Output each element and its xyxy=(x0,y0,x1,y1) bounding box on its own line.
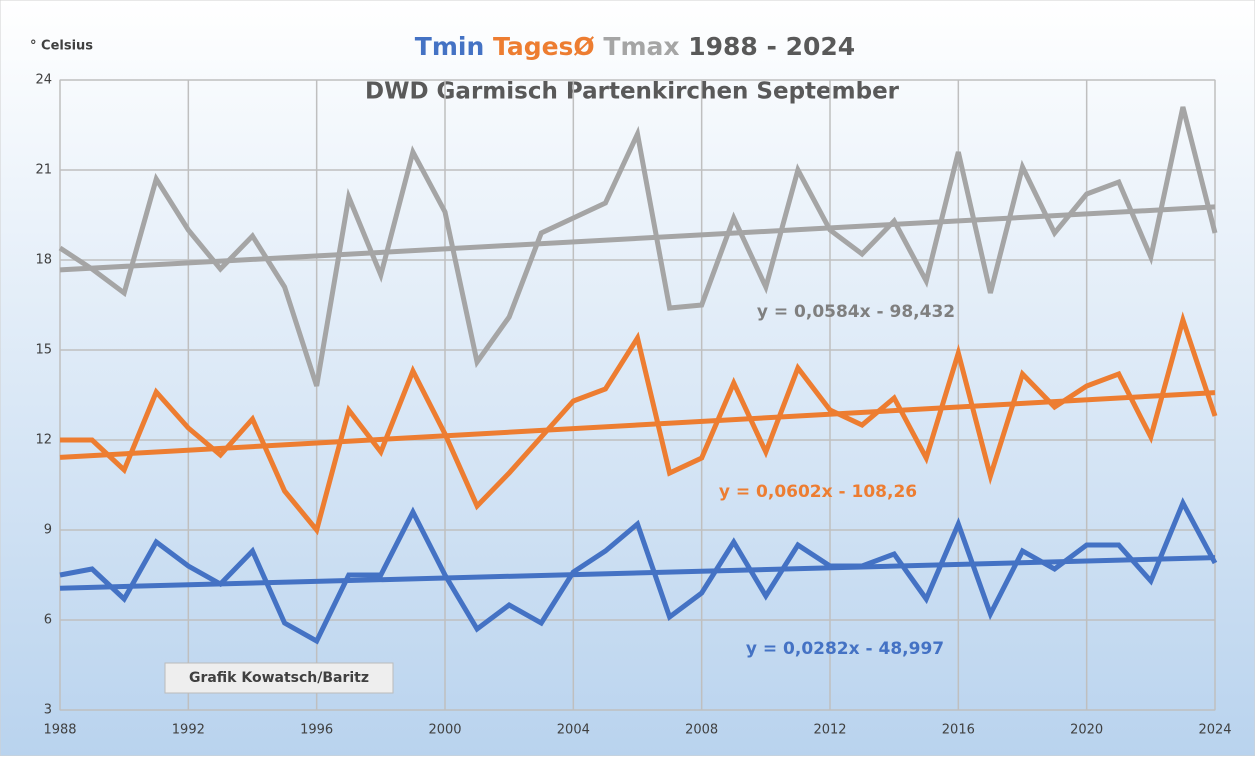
trend-line xyxy=(59,204,1216,273)
trend-line xyxy=(59,390,1216,460)
title-part: 1988 - 2024 xyxy=(688,32,855,61)
series-line xyxy=(60,311,1218,536)
trend-equation: y = 0,0602x - 108,26 xyxy=(719,482,917,502)
x-tick-label: 2024 xyxy=(1198,723,1231,738)
chart-title: Tmin TagesØ Tmax 1988 - 2024 xyxy=(415,32,855,61)
x-tick-label: 2012 xyxy=(813,723,846,738)
series-line xyxy=(58,106,1218,387)
x-tick-label: 2020 xyxy=(1070,723,1103,738)
chart-subtitle: DWD Garmisch Partenkirchen September xyxy=(365,79,900,105)
title-part: Tmin xyxy=(415,32,484,61)
plot: 3 6 9 12 15 18 21 24 1988 1992 1996 2000 2004 2008 201… xyxy=(35,73,1231,738)
title-part: TagesØ xyxy=(493,32,595,61)
x-tick-label: 1988 xyxy=(43,723,76,738)
y-axis-label: ° Celsius xyxy=(30,39,93,54)
x-tick-label: 2004 xyxy=(557,723,590,738)
y-tick-label: 24 xyxy=(35,73,52,88)
y-tick-label: 12 xyxy=(35,433,52,448)
title-part: Tmax xyxy=(603,32,679,61)
trend-equation: y = 0,0584x - 98,432 xyxy=(757,302,955,322)
y-tick-label: 18 xyxy=(35,253,52,268)
y-tick-label: 15 xyxy=(35,343,52,358)
x-tick-label: 1992 xyxy=(172,723,205,738)
x-tick-label: 2008 xyxy=(685,723,718,738)
y-tick-label: 9 xyxy=(44,523,52,538)
trend-equation: y = 0,0282x - 48,997 xyxy=(746,639,944,659)
series-line xyxy=(59,497,1218,645)
x-tick-label: 2000 xyxy=(428,723,461,738)
x-tick-label: 1996 xyxy=(300,723,333,738)
credit-box xyxy=(164,662,394,694)
trend-line xyxy=(59,555,1216,591)
credit: Grafik Kowatsch/Baritz xyxy=(189,670,369,686)
y-tick-label: 6 xyxy=(44,613,52,628)
y-tick-label: 3 xyxy=(44,703,52,718)
y-tick-label: 21 xyxy=(35,163,52,178)
x-tick-label: 2016 xyxy=(942,723,975,738)
